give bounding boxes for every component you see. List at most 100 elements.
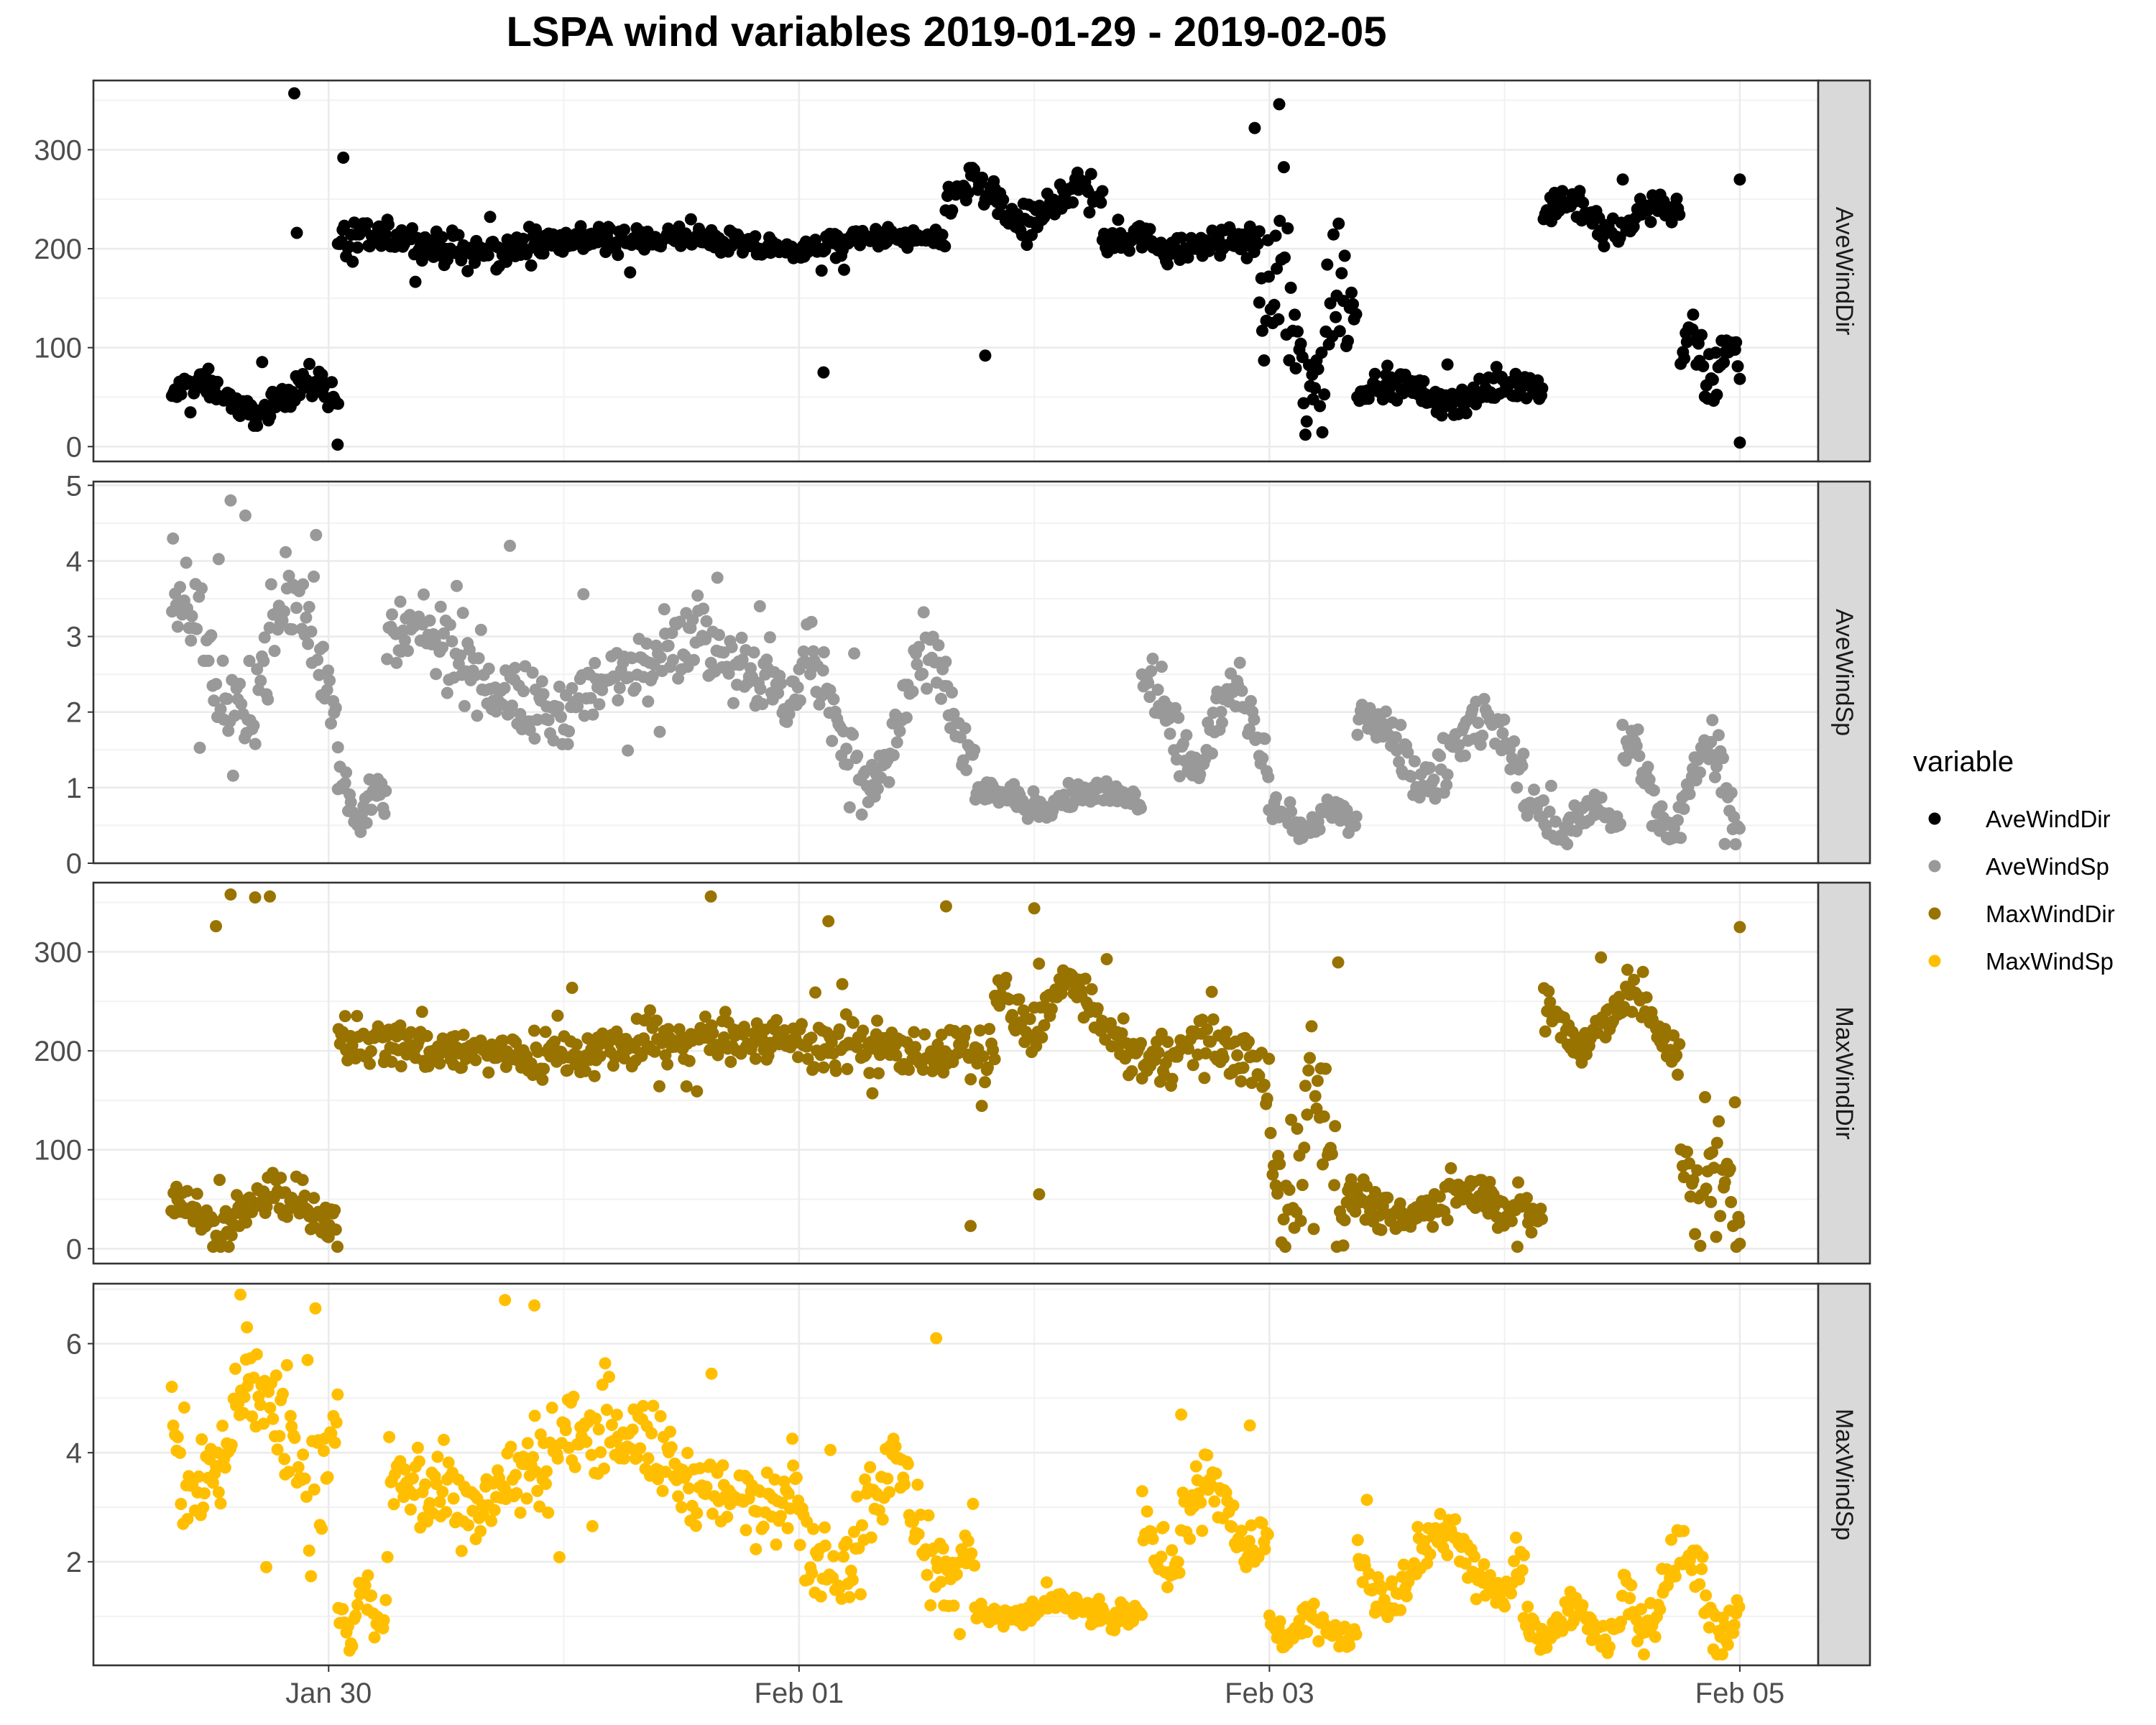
data-point	[451, 579, 463, 592]
data-point	[1273, 214, 1286, 227]
data-point	[1337, 1239, 1350, 1252]
data-point	[1691, 1164, 1704, 1177]
data-point	[1321, 258, 1334, 271]
data-point	[683, 1054, 696, 1067]
points-MaxWindSp	[165, 1288, 1746, 1661]
data-point	[1201, 1023, 1213, 1036]
data-point	[866, 1087, 879, 1100]
data-point	[1452, 739, 1465, 752]
data-point	[1100, 775, 1112, 788]
data-point	[270, 1369, 282, 1382]
data-point	[1313, 823, 1326, 836]
data-point	[1440, 778, 1453, 791]
data-point	[804, 668, 816, 681]
data-point	[1017, 1004, 1030, 1017]
data-point	[1728, 811, 1741, 824]
facet-strip	[1817, 480, 1871, 865]
y-tick-label: 5	[66, 470, 82, 502]
data-point	[697, 602, 710, 615]
data-point	[838, 263, 850, 276]
data-point	[328, 1204, 341, 1217]
data-point	[488, 1504, 501, 1517]
data-point	[1717, 752, 1729, 765]
data-point	[553, 1551, 566, 1563]
data-point	[806, 1567, 819, 1580]
data-point	[719, 1006, 732, 1018]
data-point	[387, 1498, 400, 1511]
data-point	[1243, 1535, 1256, 1547]
data-point	[864, 1460, 877, 1473]
data-point	[1705, 1195, 1718, 1208]
data-point	[250, 1348, 263, 1361]
data-point	[890, 1049, 903, 1062]
data-point	[790, 1471, 803, 1484]
data-point	[251, 419, 264, 432]
data-point	[647, 1399, 660, 1412]
data-point	[1517, 748, 1530, 760]
data-point	[1237, 1062, 1250, 1074]
data-point	[658, 603, 671, 616]
data-point	[247, 1371, 260, 1384]
data-point	[756, 698, 769, 710]
points-MaxWindDir	[165, 888, 1746, 1254]
data-point	[1613, 990, 1626, 1003]
data-point	[983, 1023, 996, 1036]
data-point	[1317, 1110, 1330, 1123]
data-point	[594, 1049, 607, 1062]
data-point	[1640, 991, 1653, 1004]
data-point	[360, 816, 373, 829]
data-point	[1268, 298, 1281, 311]
data-point	[1085, 983, 1098, 995]
data-point	[1449, 1513, 1462, 1526]
data-point	[626, 1423, 639, 1436]
data-point	[292, 1460, 305, 1473]
data-point	[505, 1440, 517, 1453]
data-point	[770, 1013, 783, 1026]
data-point	[635, 1049, 648, 1062]
facet-strip-label: MaxWindDir	[1830, 1006, 1858, 1139]
data-point	[1304, 1052, 1316, 1064]
data-point	[1595, 791, 1608, 804]
data-point	[1347, 298, 1359, 310]
data-point	[630, 1451, 643, 1464]
data-point	[1253, 225, 1266, 238]
data-point	[346, 255, 359, 268]
data-point	[1161, 1581, 1174, 1593]
points-AveWindSp	[166, 494, 1746, 851]
legend-label: MaxWindDir	[1986, 901, 2115, 927]
data-point	[171, 1431, 184, 1444]
data-point	[394, 595, 407, 608]
data-point	[1033, 957, 1046, 970]
data-point	[603, 1371, 615, 1384]
data-point	[1208, 1495, 1221, 1508]
data-point	[924, 1599, 937, 1611]
data-point	[1083, 206, 1096, 218]
data-point	[1079, 972, 1092, 985]
data-point	[340, 766, 353, 779]
data-point	[1261, 1528, 1274, 1541]
data-point	[624, 1442, 637, 1455]
data-point	[1441, 1214, 1454, 1226]
data-point	[1166, 1544, 1179, 1557]
data-point	[1677, 802, 1690, 815]
data-point	[586, 708, 599, 721]
data-point	[889, 1440, 902, 1453]
data-point	[718, 1031, 730, 1044]
data-point	[664, 1425, 676, 1438]
data-point	[1258, 732, 1271, 745]
data-point	[1235, 1524, 1248, 1537]
data-point	[1710, 388, 1723, 401]
facet-strip-label: AveWindDir	[1830, 207, 1858, 336]
data-point	[1215, 706, 1227, 718]
data-point	[750, 1542, 763, 1555]
data-point	[290, 226, 303, 239]
data-point	[612, 694, 625, 707]
data-point	[336, 1603, 349, 1616]
data-point	[456, 607, 469, 620]
data-point	[1693, 1578, 1706, 1591]
data-point	[1301, 1626, 1314, 1639]
data-point	[288, 87, 300, 100]
data-point	[753, 600, 766, 612]
data-point	[1049, 1601, 1062, 1614]
data-point	[211, 375, 224, 388]
